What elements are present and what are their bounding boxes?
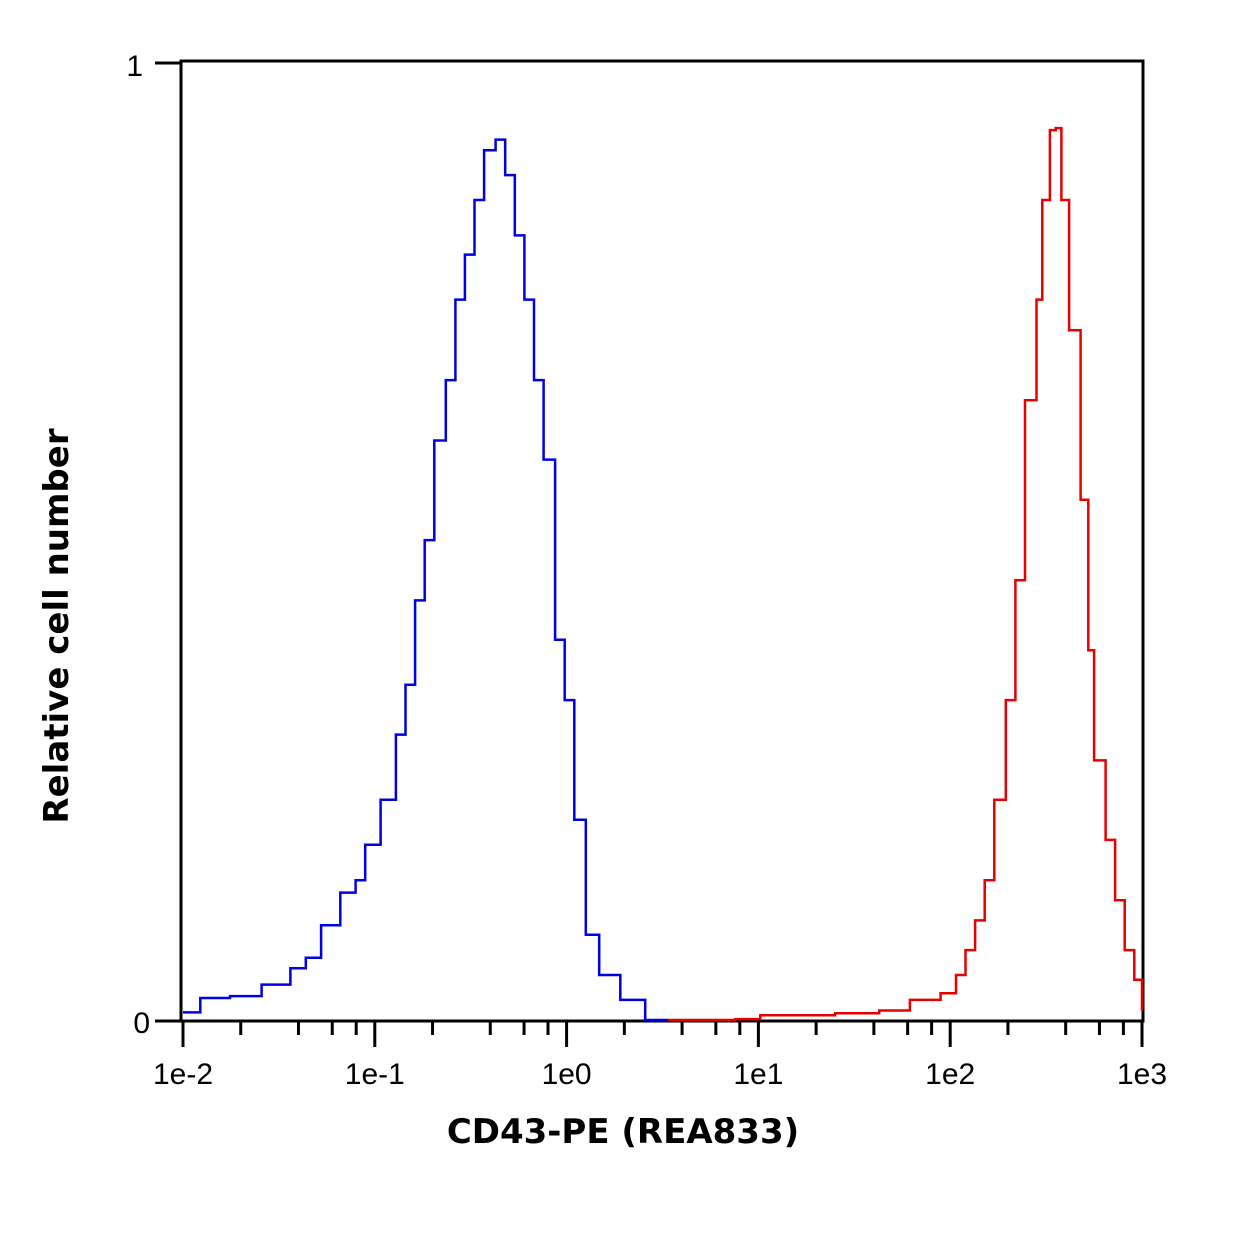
histogram-curve [183,138,669,1022]
x-tick-label: 1e0 [542,1058,592,1091]
x-axis-title: CD43-PE (REA833) [447,1112,799,1152]
x-tick-label: 1e1 [733,1058,783,1091]
x-tick-label: 1e-1 [345,1058,405,1091]
x-tick-label: 1e3 [1117,1058,1167,1091]
histogram-series [183,126,1144,1022]
y-axis-ticks: 1 0 [126,50,181,1040]
y-tick-label-top: 1 [126,50,143,83]
plot-frame [179,59,1145,1023]
x-tick-label: 1e2 [925,1058,975,1091]
histogram-curve [668,126,1144,1022]
x-axis-ticks: 1e-2 1e-1 1e0 1e1 1e2 1e3 [153,1021,1167,1091]
x-tick-label: 1e-2 [153,1058,213,1091]
y-tick-label-bottom: 0 [133,1007,150,1040]
y-axis-title: Relative cell number [37,428,77,823]
